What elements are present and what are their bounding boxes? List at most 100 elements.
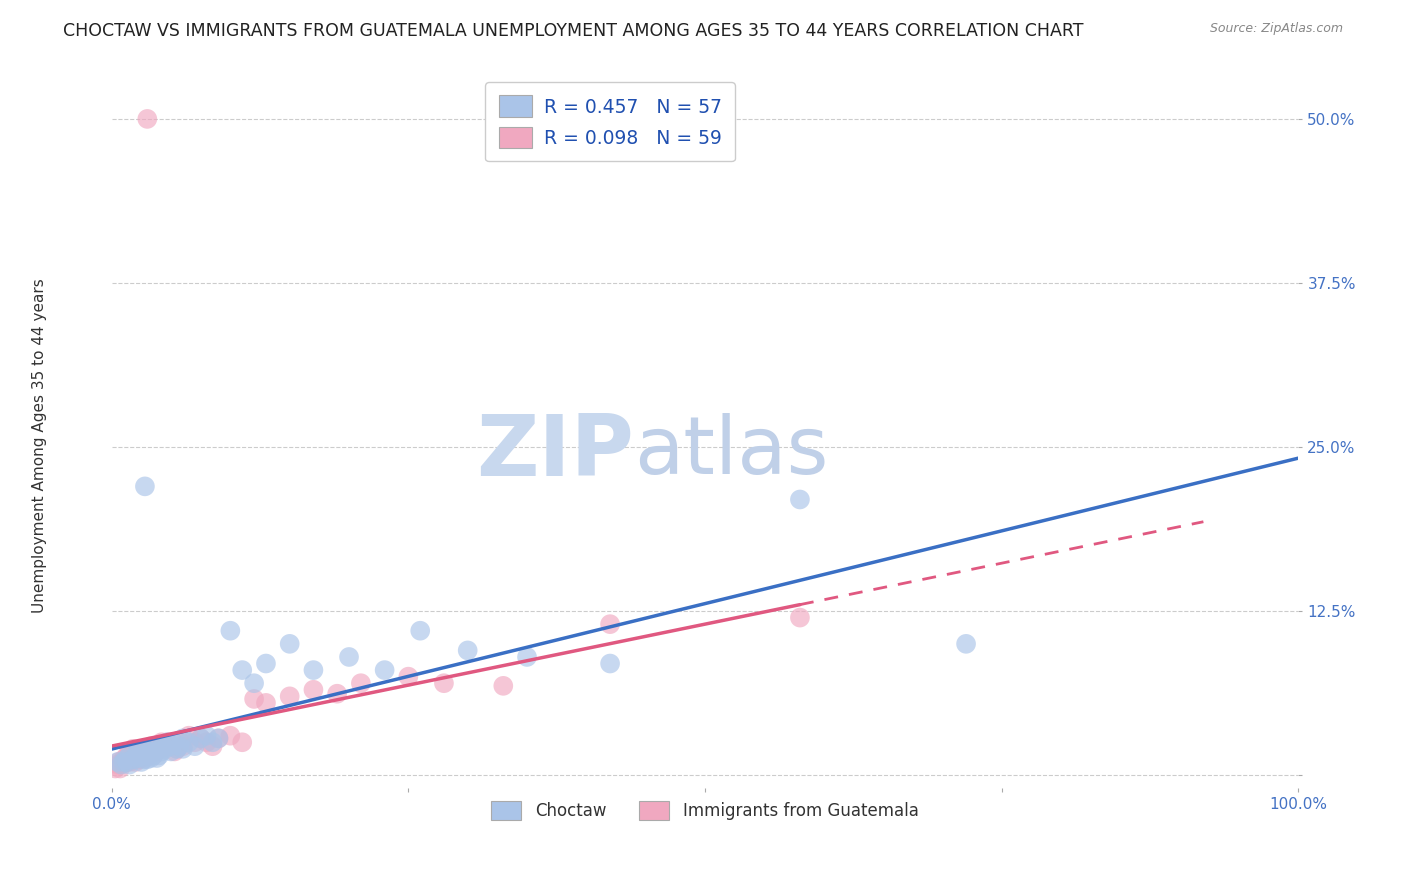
Point	[138, 744, 160, 758]
Point	[131, 748, 153, 763]
Point	[156, 735, 179, 749]
Point	[162, 735, 184, 749]
Point	[396, 670, 419, 684]
Point	[177, 735, 200, 749]
Point	[599, 657, 621, 671]
Point	[153, 739, 176, 754]
Point	[160, 739, 183, 754]
Point	[136, 112, 159, 126]
Text: Unemployment Among Ages 35 to 44 years: Unemployment Among Ages 35 to 44 years	[32, 278, 46, 614]
Point	[201, 739, 224, 754]
Point	[409, 624, 432, 638]
Point	[142, 748, 165, 763]
Point	[152, 741, 174, 756]
Point	[139, 751, 162, 765]
Point	[107, 755, 129, 769]
Point	[124, 748, 146, 763]
Point	[145, 744, 167, 758]
Point	[124, 755, 146, 769]
Point	[955, 637, 977, 651]
Point	[128, 752, 150, 766]
Point	[115, 752, 138, 766]
Point	[243, 692, 266, 706]
Point	[190, 731, 212, 746]
Point	[138, 744, 160, 758]
Point	[599, 617, 621, 632]
Point	[207, 731, 229, 746]
Point	[136, 741, 159, 756]
Text: atlas: atlas	[634, 413, 828, 491]
Point	[132, 752, 155, 766]
Legend: Choctaw, Immigrants from Guatemala: Choctaw, Immigrants from Guatemala	[481, 790, 929, 830]
Point	[163, 744, 186, 758]
Point	[131, 741, 153, 756]
Point	[169, 739, 191, 754]
Point	[219, 729, 242, 743]
Point	[231, 663, 253, 677]
Text: ZIP: ZIP	[477, 410, 634, 493]
Point	[118, 757, 141, 772]
Point	[139, 739, 162, 754]
Point	[492, 679, 515, 693]
Point	[166, 741, 188, 756]
Point	[337, 650, 360, 665]
Point	[127, 744, 149, 758]
Point	[172, 731, 194, 746]
Point	[195, 735, 218, 749]
Point	[231, 735, 253, 749]
Point	[134, 479, 156, 493]
Point	[134, 741, 156, 756]
Point	[146, 739, 169, 754]
Point	[131, 755, 153, 769]
Point	[278, 637, 301, 651]
Point	[148, 748, 170, 763]
Point	[127, 751, 149, 765]
Point	[374, 663, 396, 677]
Point	[145, 744, 167, 758]
Point	[160, 744, 183, 758]
Point	[115, 748, 138, 763]
Point	[108, 762, 131, 776]
Point	[118, 748, 141, 763]
Point	[146, 751, 169, 765]
Point	[150, 744, 173, 758]
Point	[516, 650, 538, 665]
Point	[136, 748, 159, 763]
Point	[142, 741, 165, 756]
Point	[326, 687, 349, 701]
Point	[184, 739, 207, 754]
Point	[148, 741, 170, 756]
Point	[169, 735, 191, 749]
Point	[142, 748, 165, 763]
Point	[254, 696, 277, 710]
Point	[124, 748, 146, 763]
Point	[112, 755, 135, 769]
Point	[302, 663, 325, 677]
Point	[136, 752, 159, 766]
Text: CHOCTAW VS IMMIGRANTS FROM GUATEMALA UNEMPLOYMENT AMONG AGES 35 TO 44 YEARS CORR: CHOCTAW VS IMMIGRANTS FROM GUATEMALA UNE…	[63, 22, 1084, 40]
Point	[177, 729, 200, 743]
Point	[350, 676, 373, 690]
Point	[278, 690, 301, 704]
Point	[156, 735, 179, 749]
Point	[789, 610, 811, 624]
Point	[122, 741, 145, 756]
Point	[115, 755, 138, 769]
Point	[172, 739, 194, 754]
Point	[172, 741, 194, 756]
Point	[190, 731, 212, 746]
Point	[148, 741, 170, 756]
Point	[121, 752, 143, 766]
Point	[122, 752, 145, 766]
Point	[160, 739, 183, 754]
Point	[104, 762, 127, 776]
Point	[142, 741, 165, 756]
Point	[152, 739, 174, 754]
Point	[110, 757, 132, 772]
Point	[433, 676, 456, 690]
Point	[132, 744, 155, 758]
Point	[118, 744, 141, 758]
Point	[166, 741, 188, 756]
Point	[127, 744, 149, 758]
Point	[184, 735, 207, 749]
